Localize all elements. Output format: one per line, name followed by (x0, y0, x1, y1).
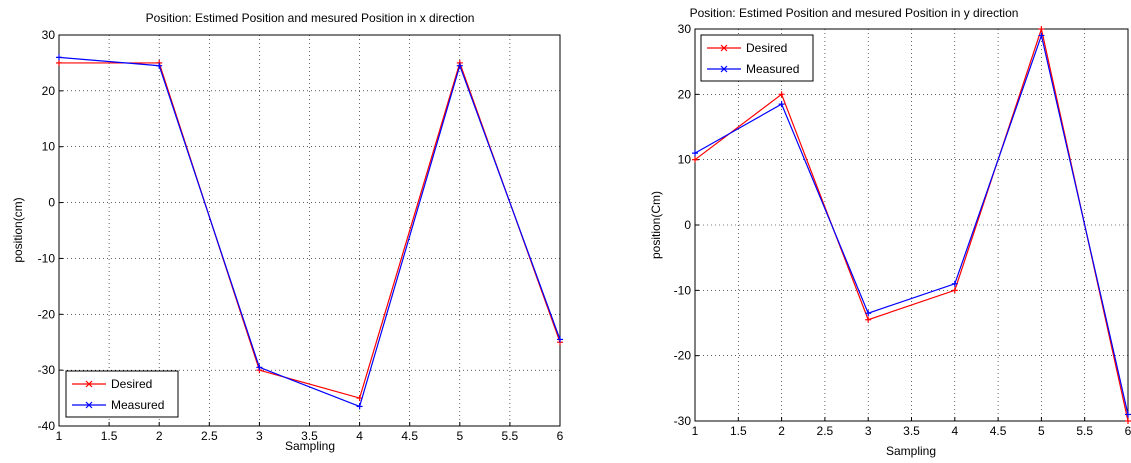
legend: Desired Measured (700, 34, 814, 82)
x-tick-label: 4 (951, 424, 958, 438)
y-tick-label: -40 (38, 419, 56, 433)
y-tick-label: 10 (42, 140, 56, 154)
x-tick-label: 4 (356, 429, 363, 443)
data-point-measured (456, 62, 463, 69)
chart-y-direction: Position: Estimed Position and mesured P… (649, 6, 1131, 458)
y-tick-labels: 30 20 10 0 -10 -20 -30 -40 (38, 28, 56, 433)
y-axis-label: position(Cm) (649, 191, 663, 259)
x-tick-label: 2 (156, 429, 163, 443)
y-tick-label: 30 (678, 22, 692, 36)
series-line-desired (694, 26, 1129, 422)
x-axis-label: Sampling (886, 444, 936, 458)
legend: Desired Measured (65, 370, 179, 418)
y-tick-label: 20 (42, 84, 56, 98)
y-tick-label: 20 (678, 87, 692, 101)
y-tick-label: -20 (674, 349, 692, 363)
x-tick-labels: 1 1.5 2 2.5 3 3.5 4 4.5 5 5.5 6 (56, 429, 564, 443)
x-tick-label: 4.5 (401, 429, 418, 443)
data-series (692, 26, 1131, 424)
data-point-measured (256, 364, 263, 371)
y-tick-label: -10 (38, 251, 56, 265)
series-line-desired (59, 61, 561, 399)
x-tick-label: 6 (1125, 424, 1131, 438)
data-point-desired (951, 287, 958, 294)
x-tick-label: 4.5 (990, 424, 1007, 438)
data-point-desired (865, 316, 872, 323)
y-tick-label: 30 (42, 28, 56, 42)
x-tick-label: 5 (456, 429, 463, 443)
x-axis-label: Sampling (285, 439, 335, 453)
legend-marker (85, 380, 93, 388)
data-point-measured (356, 403, 363, 410)
data-point-measured (1038, 32, 1045, 39)
data-series (56, 54, 563, 410)
data-point-desired (1038, 26, 1045, 32)
x-tick-label: 2 (778, 424, 785, 438)
series-line-measured (694, 33, 1129, 415)
x-tick-label: 5.5 (502, 429, 519, 443)
plot-area (58, 34, 561, 427)
chart-x-direction: Position: Estimed Position and mesured P… (11, 11, 564, 453)
y-tick-label: 0 (48, 196, 55, 210)
legend-marker (720, 65, 728, 73)
data-point-measured (156, 62, 163, 69)
grid-lines (58, 34, 561, 427)
data-point-measured (56, 54, 62, 61)
data-point-measured (1125, 411, 1131, 418)
data-point-measured (692, 150, 698, 157)
data-point-measured (951, 280, 958, 287)
chart-title: Position: Estimed Position and mesured P… (690, 6, 1019, 20)
data-point-measured (778, 101, 785, 108)
y-tick-labels: 30 20 10 0 -10 -20 -30 (674, 22, 692, 428)
x-tick-label: 3 (865, 424, 872, 438)
legend-marker (85, 401, 93, 409)
data-point-desired (692, 156, 698, 163)
legend-box (700, 34, 814, 82)
x-tick-label: 3.5 (301, 429, 318, 443)
x-tick-label: 1 (692, 424, 699, 438)
x-tick-label: 1 (56, 429, 63, 443)
chart-title: Position: Estimed Position and mesured P… (146, 11, 475, 25)
y-tick-label: 0 (684, 218, 691, 232)
data-point-measured (557, 336, 563, 343)
x-tick-label: 1.5 (101, 429, 118, 443)
x-tick-label: 5.5 (1076, 424, 1093, 438)
y-tick-label: -30 (674, 414, 692, 428)
x-tick-label: 3 (256, 429, 263, 443)
x-tick-label: 5 (1038, 424, 1045, 438)
legend-label-desired: Desired (111, 377, 152, 391)
x-tick-label: 6 (557, 429, 564, 443)
y-tick-label: -10 (674, 283, 692, 297)
legend-label-measured: Measured (746, 62, 799, 76)
y-tick-label: 10 (678, 153, 692, 167)
y-tick-label: -30 (38, 363, 56, 377)
data-point-desired (1125, 418, 1131, 424)
legend-box (65, 370, 179, 418)
legend-label-desired: Desired (746, 41, 787, 55)
legend-label-measured: Measured (111, 398, 164, 412)
x-tick-label: 1.5 (730, 424, 747, 438)
y-tick-label: -20 (38, 307, 56, 321)
x-tick-label: 3.5 (903, 424, 920, 438)
y-axis-label: position(cm) (11, 197, 25, 262)
data-point-measured (865, 310, 872, 317)
x-tick-labels: 1 1.5 2 2.5 3 3.5 4 4.5 5 5.5 6 (692, 424, 1131, 438)
x-tick-label: 2.5 (201, 429, 218, 443)
grid-lines (694, 28, 1129, 422)
data-point-desired (56, 59, 62, 66)
x-tick-label: 2.5 (817, 424, 834, 438)
legend-marker (720, 44, 728, 52)
data-point-desired (778, 91, 785, 98)
series-line-measured (58, 56, 561, 408)
